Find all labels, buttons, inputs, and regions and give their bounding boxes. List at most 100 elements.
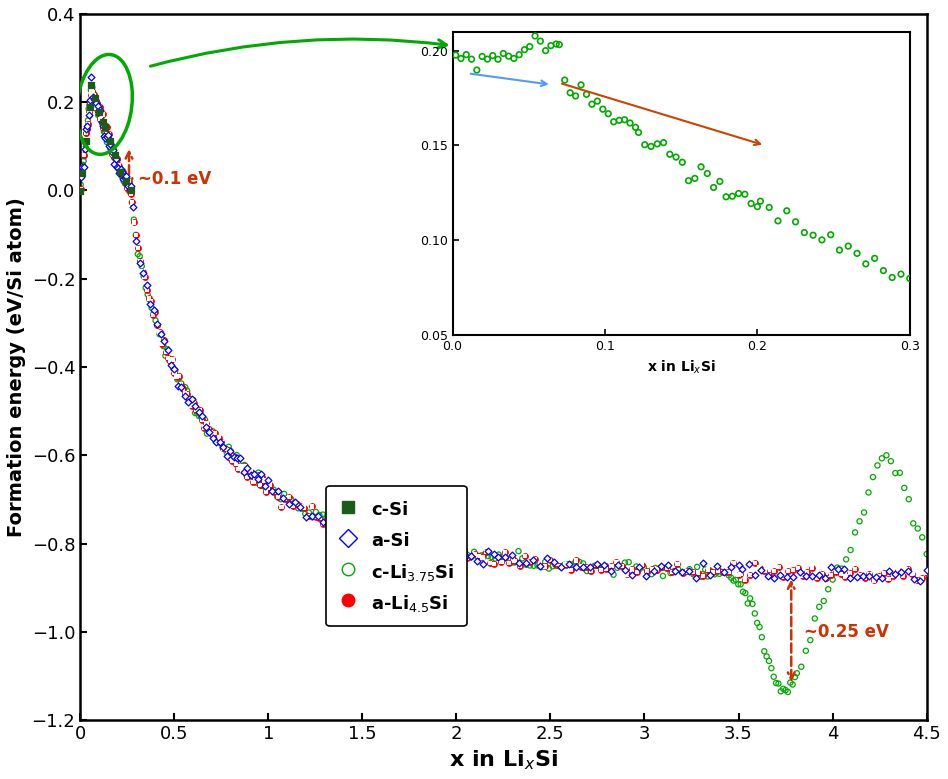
- Point: [76, 149, 91, 161]
- Point: [675, 567, 690, 580]
- a-Si: [191, 406, 207, 418]
- c-Li$_{3.75}$Si: [698, 563, 713, 576]
- Point: [533, 559, 548, 571]
- Point: [338, 520, 354, 533]
- a-Li$_{4.5}$Si: [94, 109, 109, 122]
- Point: [452, 548, 467, 560]
- Point: [199, 417, 214, 429]
- Point: [833, 568, 848, 580]
- c-Li$_{3.75}$Si: [636, 561, 651, 573]
- a-Li$_{4.5}$Si: [838, 570, 853, 583]
- c-Li$_{3.75}$Si: [211, 435, 227, 447]
- a-Li$_{4.5}$Si: [914, 572, 929, 584]
- Point: [208, 427, 223, 439]
- c-Li$_{3.75}$Si: [277, 488, 292, 500]
- c-Li$_{3.75}$Si: [122, 182, 137, 195]
- a-Si: [120, 179, 136, 192]
- c-Li$_{3.75}$Si: [742, 592, 757, 605]
- Text: ~0.1 eV: ~0.1 eV: [138, 171, 211, 189]
- a-Li$_{4.5}$Si: [731, 569, 746, 581]
- Point: [527, 553, 542, 566]
- a-Li$_{4.5}$Si: [208, 427, 223, 439]
- c-Li$_{3.75}$Si: [86, 88, 101, 100]
- a-Si: [99, 131, 114, 143]
- a-Li$_{4.5}$Si: [752, 562, 767, 574]
- Point: [437, 544, 452, 556]
- Point: [211, 432, 227, 444]
- c-Li$_{3.75}$Si: [378, 528, 393, 541]
- c-Si: [74, 167, 89, 179]
- a-Li$_{4.5}$Si: [89, 101, 104, 114]
- Point: [239, 471, 254, 483]
- Point: [116, 166, 131, 178]
- a-Li$_{4.5}$Si: [121, 181, 137, 193]
- a-Li$_{4.5}$Si: [304, 500, 319, 513]
- c-Li$_{3.75}$Si: [446, 534, 461, 547]
- Point: [285, 499, 301, 512]
- a-Si: [226, 450, 241, 463]
- Point: [448, 548, 464, 561]
- c-Li$_{3.75}$Si: [861, 486, 876, 499]
- c-Li$_{3.75}$Si: [137, 270, 152, 283]
- a-Si: [798, 569, 813, 582]
- a-Si: [481, 545, 496, 558]
- a-Li$_{4.5}$Si: [426, 545, 441, 558]
- c-Li$_{3.75}$Si: [761, 654, 776, 667]
- c-Li$_{3.75}$Si: [594, 562, 610, 575]
- a-Li$_{4.5}$Si: [201, 422, 216, 435]
- Point: [757, 565, 772, 577]
- a-Si: [894, 566, 909, 578]
- Point: [407, 539, 422, 552]
- a-Li$_{4.5}$Si: [172, 370, 187, 382]
- a-Li$_{4.5}$Si: [843, 567, 858, 580]
- Point: [895, 569, 910, 582]
- a-Si: [464, 549, 479, 562]
- c-Li$_{3.75}$Si: [736, 586, 751, 598]
- c-Li$_{3.75}$Si: [92, 104, 107, 117]
- a-Li$_{4.5}$Si: [312, 511, 327, 523]
- a-Li$_{4.5}$Si: [790, 562, 805, 574]
- Point: [95, 108, 110, 121]
- c-Li$_{3.75}$Si: [386, 534, 401, 547]
- a-Si: [773, 569, 788, 581]
- a-Li$_{4.5}$Si: [738, 573, 753, 586]
- c-Li$_{3.75}$Si: [116, 171, 131, 184]
- a-Li$_{4.5}$Si: [92, 100, 107, 113]
- a-Li$_{4.5}$Si: [135, 266, 150, 278]
- c-Li$_{3.75}$Si: [287, 496, 302, 509]
- a-Li$_{4.5}$Si: [194, 414, 210, 426]
- a-Li$_{4.5}$Si: [920, 566, 935, 579]
- Point: [89, 97, 104, 109]
- c-Li$_{3.75}$Si: [466, 545, 482, 558]
- a-Li$_{4.5}$Si: [460, 552, 475, 564]
- Point: [814, 568, 830, 580]
- a-Si: [98, 132, 113, 144]
- c-Li$_{3.75}$Si: [425, 543, 440, 555]
- c-Li$_{3.75}$Si: [100, 136, 115, 148]
- a-Si: [504, 549, 520, 562]
- c-Li$_{3.75}$Si: [95, 115, 110, 128]
- Point: [649, 563, 665, 576]
- a-Li$_{4.5}$Si: [266, 486, 282, 499]
- a-Si: [830, 563, 846, 576]
- c-Li$_{3.75}$Si: [188, 407, 203, 419]
- c-Li$_{3.75}$Si: [91, 104, 106, 116]
- Text: ~0.25 eV: ~0.25 eV: [805, 622, 889, 641]
- a-Si: [85, 90, 100, 103]
- c-Li$_{3.75}$Si: [780, 686, 795, 698]
- c-Li$_{3.75}$Si: [644, 568, 659, 580]
- a-Li$_{4.5}$Si: [634, 559, 649, 571]
- a-Li$_{4.5}$Si: [369, 532, 384, 545]
- c-Li$_{3.75}$Si: [598, 560, 613, 573]
- a-Li$_{4.5}$Si: [103, 143, 118, 155]
- c-Li$_{3.75}$Si: [298, 508, 313, 520]
- c-Li$_{3.75}$Si: [116, 174, 131, 187]
- Point: [538, 560, 553, 573]
- a-Li$_{4.5}$Si: [690, 566, 705, 579]
- a-Si: [390, 535, 405, 548]
- a-Si: [361, 527, 376, 539]
- c-Li$_{3.75}$Si: [308, 506, 323, 518]
- Point: [785, 564, 800, 576]
- a-Si: [219, 449, 234, 462]
- a-Li$_{4.5}$Si: [866, 574, 882, 587]
